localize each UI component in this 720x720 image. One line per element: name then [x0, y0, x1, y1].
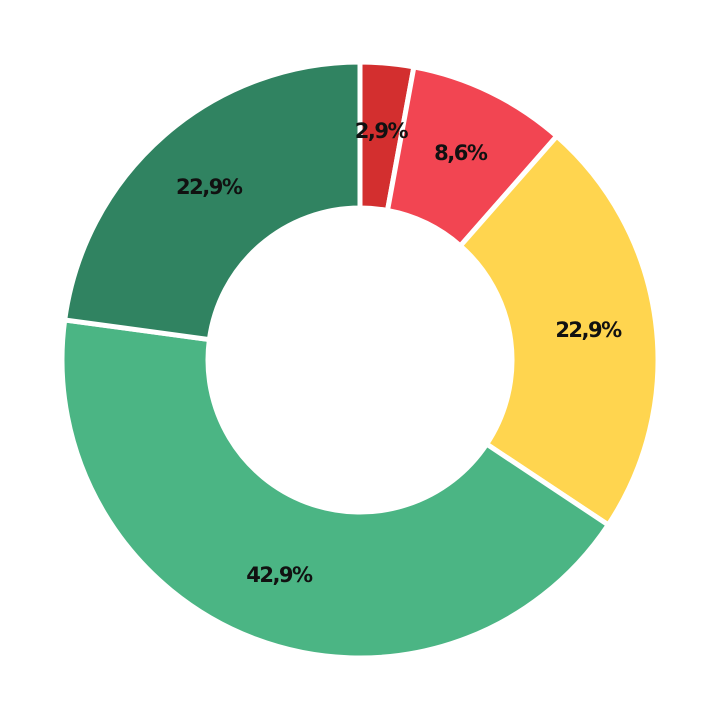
donut-slice-4: [59, 317, 612, 661]
slices-layer: [59, 59, 661, 661]
slice-label-1: 2,9%: [355, 119, 409, 143]
slice-label-3: 22,9%: [555, 318, 622, 342]
labels-layer: 2,9% 8,6% 22,9% 42,9% 22,9%: [176, 119, 624, 587]
slice-label-2: 8,6%: [434, 141, 488, 165]
slice-label-5: 22,9%: [176, 175, 243, 199]
donut-slice-3: [456, 132, 661, 529]
donut-slice-5: [61, 59, 363, 343]
slice-label-4: 42,9%: [246, 563, 313, 587]
